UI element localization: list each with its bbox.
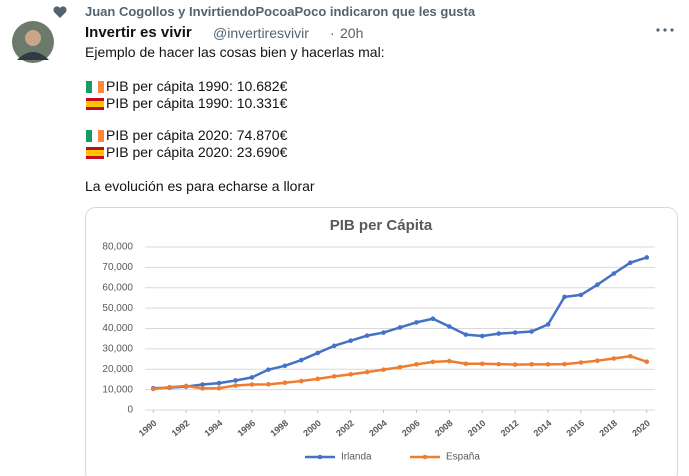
data-point: [348, 338, 353, 344]
data-point: [216, 380, 222, 386]
data-point: [381, 330, 386, 335]
data-point: [150, 386, 156, 392]
data-point: [611, 271, 617, 276]
data-point: [414, 320, 419, 325]
data-point: [447, 358, 452, 364]
tweet-line: Ejemplo de hacer las cosas bien y hacerl…: [85, 44, 385, 60]
more-icon[interactable]: [655, 26, 675, 34]
y-tick-label: 20,000: [102, 364, 133, 375]
data-point: [315, 350, 321, 356]
tweet-line: PIB per cápita 1990: 10.331€: [106, 95, 288, 111]
data-point: [545, 322, 551, 327]
data-point: [644, 359, 650, 365]
data-point: [397, 364, 403, 370]
data-point: [381, 367, 386, 372]
data-point: [447, 324, 452, 329]
data-point: [364, 369, 370, 375]
tweet-line: PIB per cápita 1990: 10.682€: [106, 78, 288, 94]
y-tick-label: 10,000: [102, 384, 133, 395]
y-tick-label: 30,000: [102, 344, 133, 355]
data-point: [628, 353, 633, 359]
data-point: [562, 294, 567, 300]
chart[interactable]: PIB per Cápita 0 10,000 20,000 30,000 40,000…: [85, 207, 678, 476]
flag-ireland: [86, 130, 104, 142]
data-point: [578, 360, 584, 365]
data-point: [233, 378, 238, 383]
data-point: [298, 357, 304, 363]
data-point: [595, 358, 600, 363]
data-point: [644, 255, 650, 260]
data-point: [463, 361, 469, 367]
data-point: [479, 361, 485, 367]
data-point: [611, 356, 617, 361]
data-point: [331, 374, 337, 379]
data-point: [463, 332, 469, 337]
data-point: [216, 385, 222, 391]
data-point: [414, 362, 419, 367]
y-tick-label: 40,000: [102, 323, 133, 334]
data-point: [266, 382, 271, 387]
time[interactable]: 20h: [340, 25, 364, 41]
chart-frame: [85, 207, 678, 476]
data-point: [266, 367, 271, 372]
data-point: [282, 363, 288, 369]
tweet-line: PIB per cápita 2020: 23.690€: [106, 144, 288, 160]
legend-swatch: [422, 454, 428, 460]
data-point: [496, 331, 502, 336]
data-point: [167, 384, 172, 390]
separator: ·: [330, 25, 335, 41]
y-tick-label: 70,000: [102, 262, 133, 273]
data-point: [315, 376, 321, 382]
like-icon: [53, 6, 67, 18]
tweet-line: PIB per cápita 2020: 74.870€: [106, 127, 288, 143]
data-point: [298, 378, 304, 384]
data-point: [200, 382, 205, 387]
legend-swatch: [317, 454, 323, 460]
y-tick-label: 0: [127, 405, 133, 416]
data-point: [430, 359, 436, 365]
legend-label: Irlanda: [341, 452, 372, 463]
chart-title: PIB per Cápita: [330, 217, 433, 234]
data-point: [496, 361, 502, 367]
tweet-line: La evolución es para echarse a llorar: [85, 178, 315, 194]
flag-spain: [86, 147, 104, 159]
social-context[interactable]: Juan Cogollos y InvirtiendoPocoaPoco ind…: [85, 4, 476, 19]
flag-ireland: [86, 81, 104, 93]
data-point: [183, 383, 189, 389]
data-point: [529, 362, 534, 367]
data-point: [512, 362, 518, 367]
author-name[interactable]: Invertir es vivir: [85, 24, 192, 41]
data-point: [545, 362, 551, 367]
data-point: [529, 329, 534, 334]
data-point: [479, 333, 485, 339]
data-point: [233, 383, 238, 388]
y-tick-label: 80,000: [102, 242, 133, 253]
data-point: [628, 260, 633, 265]
data-point: [249, 382, 255, 387]
data-point: [430, 316, 436, 322]
data-point: [512, 330, 518, 335]
y-tick-label: 50,000: [102, 303, 133, 314]
data-point: [364, 333, 370, 338]
data-point: [397, 325, 403, 330]
data-point: [348, 372, 353, 377]
data-point: [562, 361, 567, 367]
data-point: [595, 282, 600, 287]
legend-label: España: [446, 452, 480, 463]
data-point: [282, 380, 288, 385]
flag-spain: [86, 98, 104, 110]
data-point: [578, 292, 584, 298]
data-point: [249, 375, 255, 380]
data-point: [331, 343, 337, 349]
handle[interactable]: @invertiresvivir: [213, 25, 309, 41]
data-point: [200, 386, 205, 391]
y-tick-label: 60,000: [102, 282, 133, 293]
avatar[interactable]: [11, 20, 55, 64]
